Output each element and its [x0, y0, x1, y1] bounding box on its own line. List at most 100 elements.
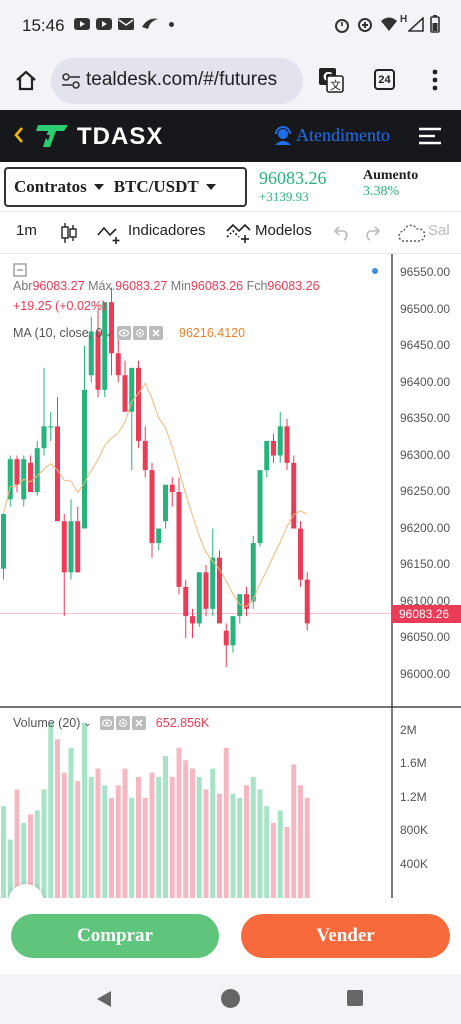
ma-value: 96216.4120	[179, 326, 246, 340]
site-settings-icon[interactable]	[61, 72, 81, 95]
volume-label[interactable]: Volume (20)	[13, 716, 81, 730]
more-notifications-dot	[169, 22, 174, 27]
candle-body	[129, 367, 135, 412]
ohlc-change: +19.25 (+0.02%)	[13, 299, 107, 313]
candle-body	[264, 440, 270, 471]
volume-tick-label: 2M	[400, 723, 417, 737]
candle-body	[291, 462, 297, 529]
volume-bar	[190, 768, 195, 898]
volume-bar	[237, 797, 243, 898]
candle-body	[284, 426, 290, 463]
browser-menu-icon[interactable]	[432, 69, 438, 96]
price-tick-label: 96450.00	[400, 338, 451, 352]
support-agent-icon[interactable]	[273, 126, 293, 151]
volume-bar	[156, 776, 162, 898]
undo-icon[interactable]	[333, 225, 351, 246]
candle-body	[244, 594, 249, 609]
pair-dropdown-label[interactable]: BTC/USDT	[113, 177, 199, 196]
volume-bar	[169, 776, 175, 898]
volume-bar	[230, 793, 236, 898]
price-change-pct: 3.38%	[363, 184, 400, 199]
pair-selector[interactable]: Contratos BTC/USDT	[4, 167, 247, 207]
candle-body	[190, 616, 195, 624]
support-link[interactable]: Atendimento	[296, 125, 390, 145]
chevron-down-icon	[93, 184, 104, 190]
chart-toolbar: 1m Indicadores Modelos Sal	[0, 212, 461, 254]
volume-bar	[129, 797, 135, 898]
chevron-down-icon[interactable]: ⌄	[83, 717, 92, 729]
app-notification-icon	[140, 15, 160, 36]
cloud-save-icon[interactable]	[398, 223, 426, 248]
volume-bar	[28, 814, 33, 898]
chart-panel[interactable]: 96550.00 96500.00 96450.00 96400.00 96350.00…	[0, 254, 461, 920]
back-icon[interactable]	[13, 125, 25, 150]
data-saver-icon	[357, 17, 373, 38]
alarm-icon	[334, 17, 350, 38]
volume-bar	[196, 776, 202, 898]
address-bar[interactable]: tealdesk.com/#/futures	[51, 58, 303, 104]
nav-recents-icon[interactable]	[347, 990, 363, 1006]
eye-icon[interactable]	[117, 326, 132, 340]
volume-tick-label: 400K	[400, 856, 429, 871]
indicators-icon[interactable]	[97, 223, 123, 250]
low-value: 96083.26	[190, 279, 244, 293]
eye-icon[interactable]	[99, 716, 114, 730]
templates-button[interactable]: Modelos	[255, 222, 312, 239]
interval-button[interactable]: 1m	[16, 222, 37, 239]
volume-bar	[61, 772, 67, 898]
price-tick-label: 96150.00	[400, 557, 451, 571]
nav-back-icon[interactable]	[95, 990, 113, 1013]
close-icon[interactable]	[131, 716, 146, 730]
tab-switcher-button[interactable]: 24	[374, 69, 395, 90]
price-tick-label: 96300.00	[400, 447, 451, 462]
settings-icon[interactable]	[133, 326, 148, 340]
indicators-button[interactable]: Indicadores	[128, 222, 206, 239]
volume-bar	[210, 768, 216, 898]
candle-body	[48, 426, 54, 428]
sell-button[interactable]: Vender	[241, 914, 450, 958]
volume-bar	[82, 722, 87, 898]
nav-home-icon[interactable]	[221, 989, 240, 1008]
collapse-legend-icon[interactable]	[13, 263, 27, 282]
candle-body	[68, 521, 74, 573]
templates-icon[interactable]	[226, 221, 252, 250]
price-axis[interactable]: 96550.00 96500.00 96450.00 96400.00 96350.00…	[392, 254, 461, 707]
save-button[interactable]: Sal	[428, 222, 450, 239]
contracts-dropdown-label[interactable]: Contratos	[14, 177, 87, 196]
chevron-down-icon[interactable]: ⌄	[104, 327, 114, 339]
candle-body	[169, 484, 175, 492]
wifi-icon	[380, 17, 398, 37]
volume-bars	[1, 722, 310, 898]
status-time: 15:46	[22, 16, 65, 35]
order-actions: Comprar Vender	[0, 898, 461, 974]
home-icon[interactable]	[14, 69, 38, 96]
signal-icon	[406, 16, 424, 37]
volume-bar	[75, 781, 81, 898]
candle-body	[298, 528, 303, 580]
url-text[interactable]: tealdesk.com/#/futures	[86, 69, 278, 90]
volume-bar	[48, 722, 54, 898]
buy-button[interactable]: Comprar	[11, 914, 219, 958]
candlestick-chart[interactable]	[0, 254, 461, 898]
candlestick-type-icon[interactable]	[60, 222, 78, 249]
volume-bar	[163, 756, 168, 898]
ma-label[interactable]: MA (10, close, 0	[13, 326, 103, 340]
hamburger-menu-icon[interactable]	[418, 126, 442, 151]
volume-axis[interactable]: 2M 1.6M 1.2M 800K 400K	[392, 707, 461, 898]
candle-body	[203, 572, 209, 609]
close-label: Fch	[246, 279, 268, 293]
browser-toolbar: tealdesk.com/#/futures G文 24	[0, 52, 461, 110]
volume-value: 652.856K	[155, 716, 210, 730]
close-icon[interactable]	[149, 326, 164, 340]
candle-body	[142, 440, 148, 471]
redo-icon[interactable]	[363, 225, 381, 246]
price-tick-label: 96500.00	[400, 301, 451, 316]
translate-icon[interactable]: G文	[318, 67, 344, 98]
ma-line	[3, 382, 308, 608]
candle-body	[55, 426, 60, 522]
candle-body	[82, 389, 87, 529]
volume-bar	[7, 839, 13, 898]
volume-bar	[88, 776, 94, 898]
volume-bar	[55, 739, 60, 898]
settings-icon[interactable]	[115, 716, 130, 730]
